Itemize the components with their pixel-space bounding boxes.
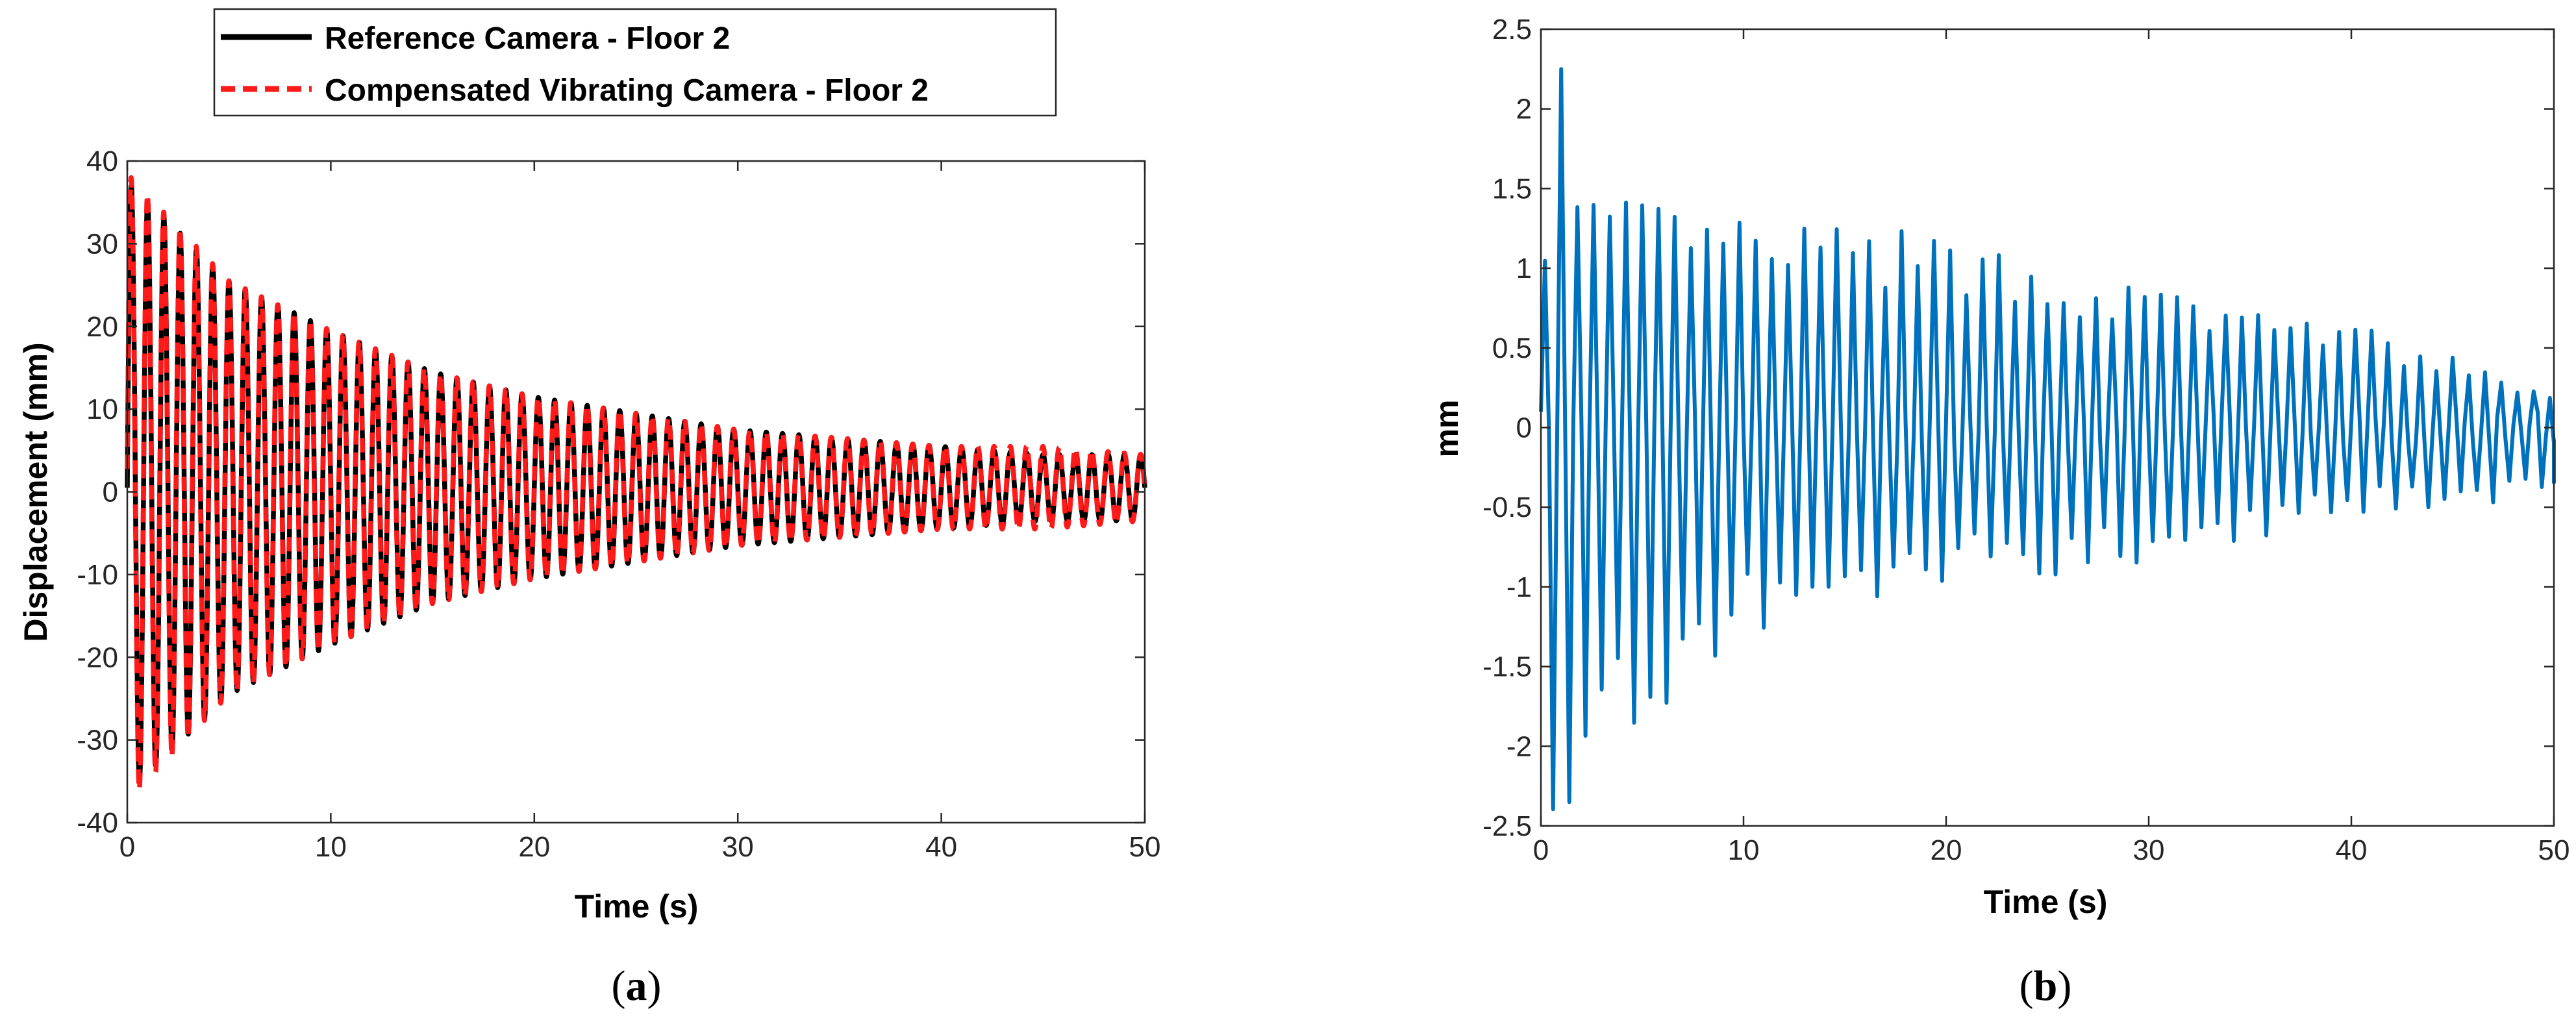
series-group-b — [1539, 67, 2556, 812]
y-tick-label: -40 — [77, 807, 118, 839]
y-axis-title-a: Displacement (mm) — [18, 342, 54, 642]
y-tick-label: 2.5 — [1492, 14, 1532, 45]
y-tick-label: -10 — [77, 559, 118, 591]
series-group-a — [125, 175, 1147, 792]
x-tick-label: 30 — [722, 831, 754, 863]
series-line-difference — [1539, 67, 2556, 812]
x-axis-title-b: Time (s) — [1984, 884, 2108, 920]
y-tick-label: 2 — [1516, 93, 1532, 125]
panel-b: 0 10 20 30 40 50 -2.5 -2 -1.5 -1 -0.5 0 0.5 1 1.5 2 2.5… — [1429, 14, 2570, 1010]
y-tick-label: -30 — [77, 725, 118, 756]
y-tick-label: 40 — [86, 145, 118, 177]
y-ticks-a: -40 -30 -20 -10 0 10 20 30 40 — [77, 145, 1145, 839]
panel-label-a: (a) — [612, 962, 662, 1010]
y-axis-title-b: mm — [1429, 400, 1465, 458]
x-ticks-b: 0 10 20 30 40 50 — [1533, 29, 2570, 866]
series-line-compensated — [125, 175, 1147, 792]
legend-box — [213, 8, 1057, 117]
x-axis-title-a: Time (s) — [575, 888, 699, 925]
y-tick-label: -0.5 — [1482, 492, 1532, 523]
panel-label-b: (b) — [2020, 962, 2072, 1010]
panel-a: 0 10 20 30 40 50 -40 -30 -20 -10 0 10 20 30 40 Time (… — [18, 8, 1161, 1010]
legend-label-compensated: Compensated Vibrating Camera - Floor 2 — [325, 73, 929, 108]
x-tick-label: 30 — [2133, 834, 2165, 866]
y-tick-label: 10 — [86, 393, 118, 425]
y-tick-label: 1 — [1516, 253, 1532, 284]
x-tick-label: 0 — [119, 831, 135, 863]
legend-label-reference: Reference Camera - Floor 2 — [325, 21, 730, 56]
x-tick-label: 10 — [1728, 834, 1760, 866]
x-tick-label: 10 — [315, 831, 347, 863]
x-tick-label: 20 — [518, 831, 550, 863]
x-tick-label: 40 — [2336, 834, 2368, 866]
x-tick-label: 40 — [925, 831, 957, 863]
x-tick-label: 20 — [1931, 834, 1962, 866]
y-tick-label: 0 — [1516, 412, 1532, 444]
y-tick-label: 0.5 — [1492, 332, 1532, 364]
x-tick-label: 50 — [2538, 834, 2570, 866]
y-tick-label: -20 — [77, 642, 118, 673]
y-tick-label: -1 — [1507, 571, 1532, 603]
y-tick-label: -2 — [1507, 730, 1532, 762]
legend: Reference Camera - Floor 2 Compensated V… — [213, 8, 1057, 117]
y-tick-label: 1.5 — [1492, 173, 1532, 205]
x-tick-label: 50 — [1129, 831, 1161, 863]
x-tick-label: 0 — [1533, 834, 1549, 866]
x-ticks-a: 0 10 20 30 40 50 — [119, 161, 1161, 863]
y-ticks-b: -2.5 -2 -1.5 -1 -0.5 0 0.5 1 1.5 2 2.5 — [1482, 14, 2554, 842]
y-tick-label: 0 — [103, 477, 118, 508]
y-tick-label: -1.5 — [1482, 651, 1532, 683]
y-tick-label: 30 — [86, 228, 118, 260]
y-tick-label: -2.5 — [1482, 810, 1532, 842]
y-tick-label: 20 — [86, 311, 118, 343]
